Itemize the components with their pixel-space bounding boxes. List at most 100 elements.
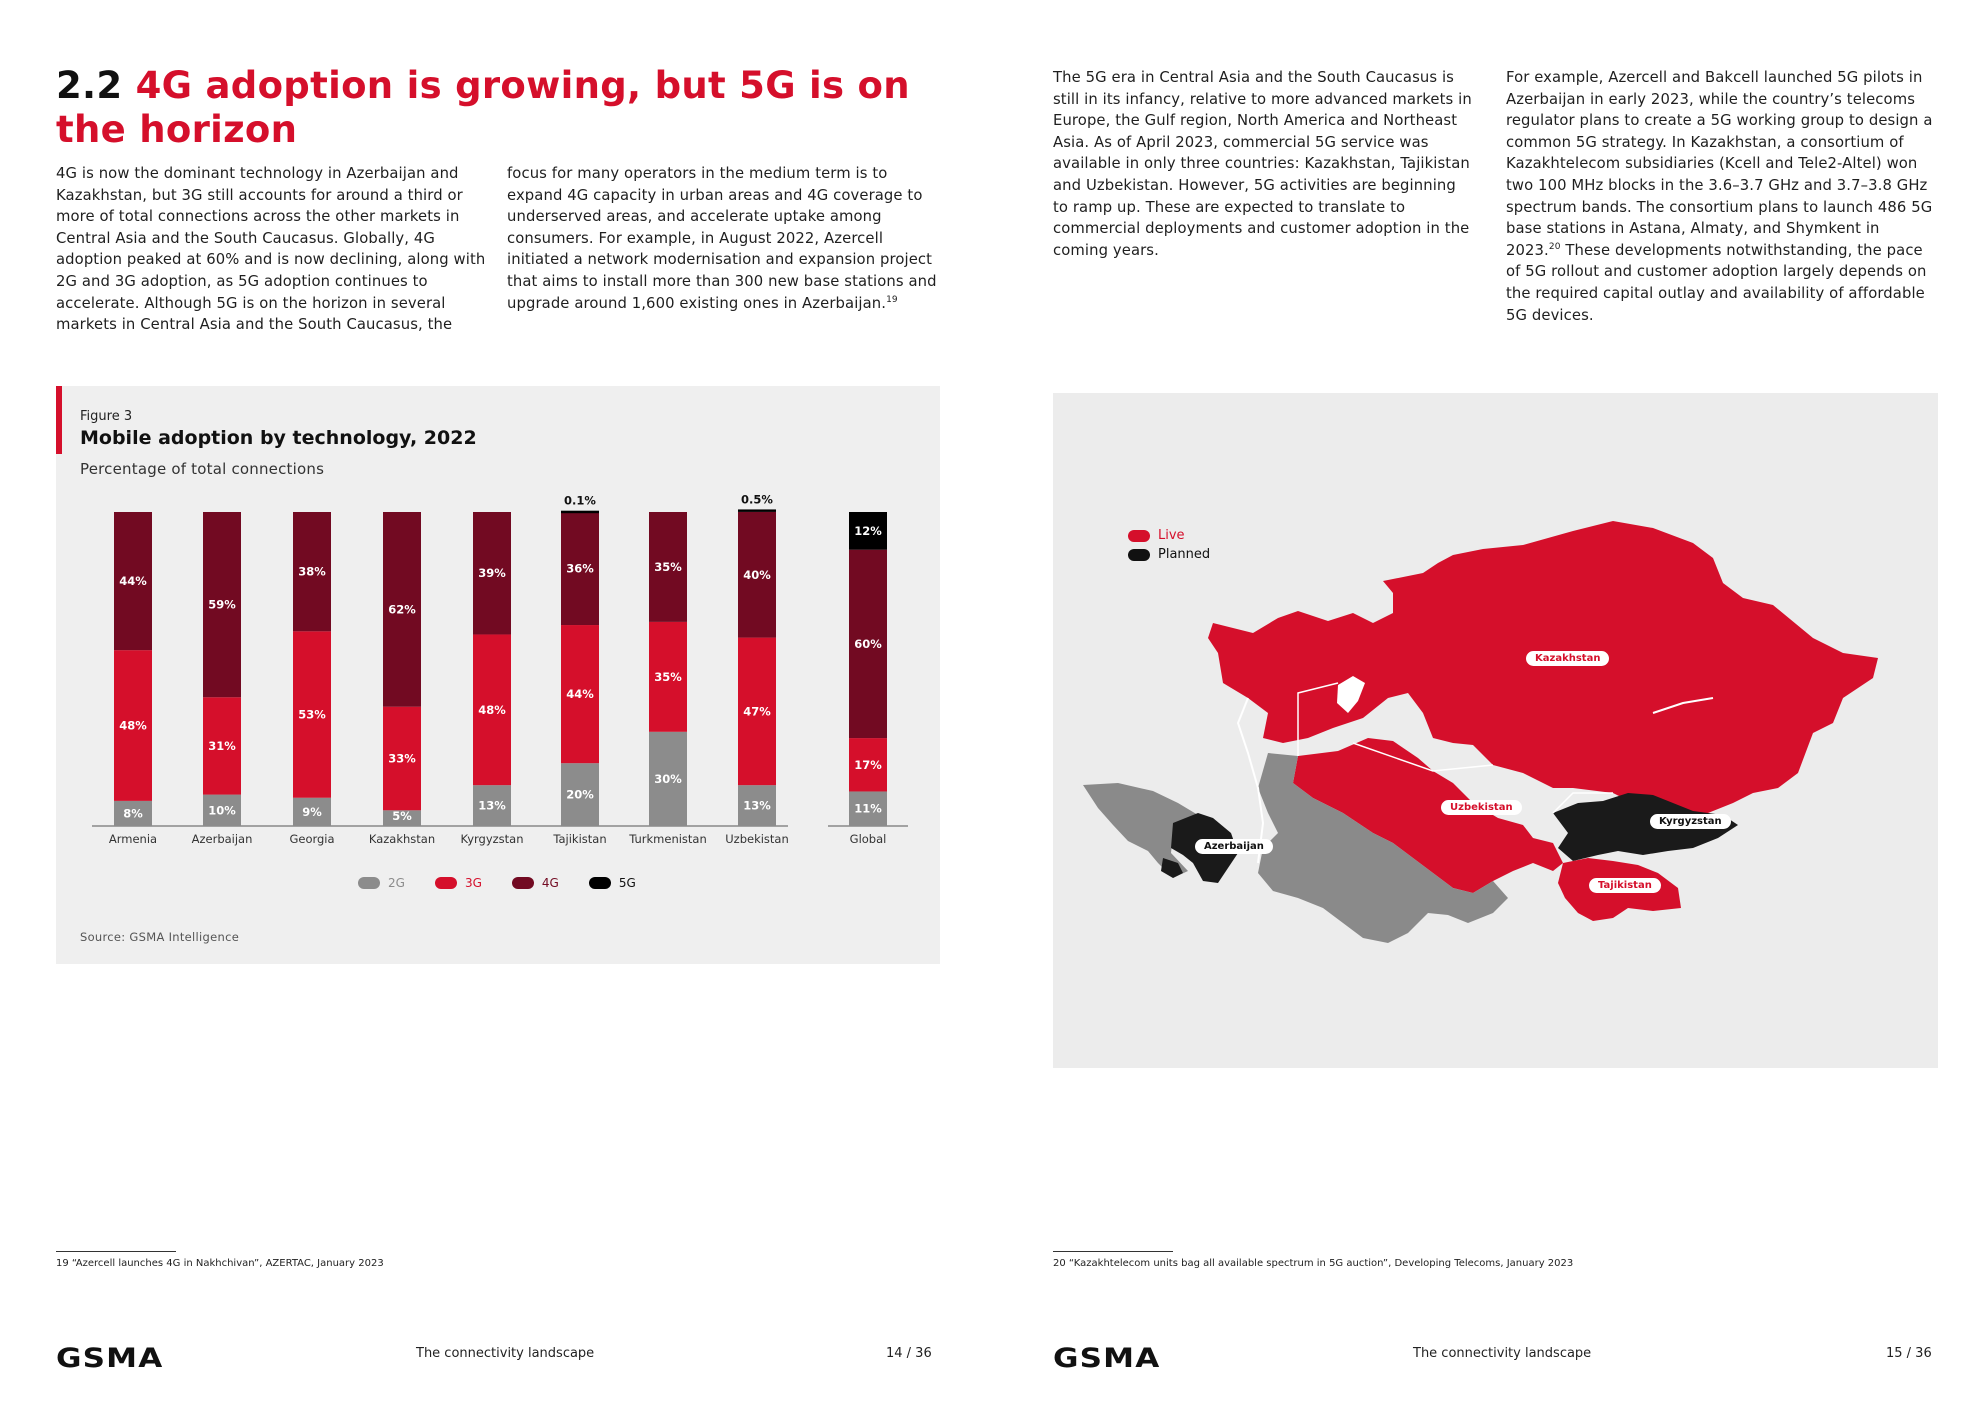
legend-label: 4G — [541, 876, 559, 890]
bar-kyrgyzstan-2g — [473, 785, 511, 826]
right-column-1: The 5G era in Central Asia and the South… — [1053, 69, 1472, 259]
bar-armenia-4g — [114, 512, 152, 651]
stacked-bar-chart: 8% 48% 44% Armenia 10% 31% 59% Azerbaijan 9% 53% 3… — [92, 492, 908, 846]
map-legend-label: Live — [1158, 528, 1185, 543]
chart-legend: 2G 3G 4G 5G — [358, 876, 636, 890]
bar-kyrgyzstan-3g — [473, 634, 511, 786]
bar-turkmenistan-4g — [649, 512, 687, 622]
legend-label: 2G — [388, 876, 405, 890]
data-label: 39% — [478, 566, 506, 580]
data-label: 48% — [119, 719, 147, 733]
legend-item-2g: 2G — [358, 876, 405, 890]
legend-swatch — [434, 877, 457, 889]
map-kyrgyzstan — [1553, 793, 1738, 861]
footer-section-title: The connectivity landscape — [416, 1346, 595, 1361]
data-label: 59% — [208, 598, 236, 612]
tick-label-global: Global — [850, 832, 887, 846]
data-label: 60% — [854, 637, 882, 651]
bar-turkmenistan-2g — [649, 731, 687, 826]
data-label: 10% — [208, 803, 236, 817]
map-legend: Live Planned — [1128, 526, 1210, 564]
tick-label-tajikistan: Tajikistan — [552, 832, 606, 846]
bar-tajikistan-5g — [561, 510, 599, 514]
map-caspian-shore — [1236, 697, 1265, 864]
map-nakhchivan — [1161, 858, 1183, 878]
gsma-logo: GSMA — [56, 1343, 164, 1374]
data-label: 8% — [123, 806, 143, 820]
bar-georgia-4g — [293, 512, 331, 632]
figure-title: Mobile adoption by technology, 2022 — [80, 427, 477, 449]
section-title: 4G adoption is growing, but 5G is on the… — [56, 64, 910, 151]
tick-label-turkmenistan: Turkmenistan — [628, 832, 707, 846]
map-label-tajikistan: Tajikistan — [1589, 878, 1661, 893]
footnote-ref-19[interactable]: 19 — [886, 294, 898, 305]
bar-uzbekistan-5g — [738, 509, 776, 512]
data-label: 17% — [854, 758, 882, 772]
bar-uzbekistan-2g — [738, 785, 776, 826]
data-label: 20% — [566, 788, 594, 802]
bar-kazakhstan-2g — [383, 810, 421, 826]
data-label: 0.1% — [564, 494, 596, 508]
map-legend-item-live: Live — [1128, 526, 1210, 545]
bar-kazakhstan-3g — [383, 706, 421, 811]
data-label: 33% — [388, 751, 416, 765]
map-kazakhstan — [1208, 521, 1878, 813]
data-label: 12% — [854, 524, 882, 538]
footnote-rule — [56, 1251, 176, 1252]
page-number: 15 / 36 — [1886, 1346, 1932, 1361]
bar-turkmenistan-3g — [649, 621, 687, 732]
bar-uzbekistan-4g — [738, 512, 776, 638]
right-column-2-text-cont: These developments notwithstanding, the … — [1506, 241, 1927, 324]
data-label: 5% — [392, 809, 412, 823]
bar-azerbaijan-4g — [203, 512, 241, 698]
legend-item-4g: 4G — [511, 876, 559, 890]
footnote-rule — [1053, 1251, 1173, 1252]
footnote-19: 19 “Azercell launches 4G in Nakhchivan”,… — [56, 1258, 384, 1269]
data-label: 30% — [654, 772, 682, 786]
section-heading: 2.2 4G adoption is growing, but 5G is on… — [56, 64, 916, 152]
gsma-logo: GSMA — [1053, 1343, 1161, 1374]
data-label: 44% — [566, 687, 594, 701]
figure-source: Source: GSMA Intelligence — [80, 930, 240, 944]
tick-label-kyrgyzstan: Kyrgyzstan — [460, 832, 523, 846]
left-column-1: 4G is now the dominant technology in Aze… — [56, 165, 486, 334]
bar-tajikistan-4g — [561, 512, 599, 626]
footnote-20: 20 “Kazakhtelecom units bag all availabl… — [1053, 1258, 1574, 1269]
data-label: 13% — [478, 799, 506, 813]
data-label: 35% — [654, 670, 682, 684]
legend-swatch — [588, 877, 611, 889]
map-legend-swatch — [1128, 548, 1150, 561]
map-label-azerbaijan: Azerbaijan — [1195, 839, 1273, 854]
data-label: 11% — [854, 802, 882, 816]
page-number: 14 / 36 — [886, 1346, 932, 1361]
tick-label-azerbaijan: Azerbaijan — [192, 832, 253, 846]
tick-label-uzbekistan: Uzbekistan — [725, 832, 789, 846]
right-column-2: For example, Azercell and Bakcell launch… — [1506, 67, 1936, 326]
map-panel: Live Planned Kazakhstan Uzbekistan Azerba… — [1053, 393, 1938, 1068]
data-label: 36% — [566, 562, 594, 576]
bar-azerbaijan-3g — [203, 697, 241, 795]
data-label: 31% — [208, 739, 236, 753]
data-label: 48% — [478, 703, 506, 717]
legend-swatch — [511, 877, 534, 889]
legend-item-3g: 3G — [434, 876, 482, 890]
section-number: 2.2 — [56, 64, 123, 107]
data-label: 38% — [298, 565, 326, 579]
data-label: 47% — [743, 704, 771, 718]
bar-uzbekistan-3g — [738, 637, 776, 786]
map-label-kazakhstan: Kazakhstan — [1526, 651, 1610, 666]
left-column-2-text: focus for many operators in the medium t… — [507, 165, 937, 312]
map-legend-label: Planned — [1158, 547, 1211, 562]
bar-azerbaijan-2g — [203, 794, 241, 826]
map-label-uzbekistan: Uzbekistan — [1441, 800, 1522, 815]
left-column-2: focus for many operators in the medium t… — [507, 163, 937, 314]
map-georgia-armenia — [1083, 783, 1203, 878]
bar-armenia-3g — [114, 650, 152, 801]
tick-label-armenia: Armenia — [109, 832, 157, 846]
footnote-ref-20[interactable]: 20 — [1548, 241, 1561, 252]
figure-accent-bar — [56, 386, 62, 454]
legend-swatch — [358, 877, 380, 889]
data-label: 0.5% — [741, 492, 773, 506]
map-legend-item-planned: Planned — [1128, 545, 1210, 564]
data-label: 13% — [743, 799, 771, 813]
